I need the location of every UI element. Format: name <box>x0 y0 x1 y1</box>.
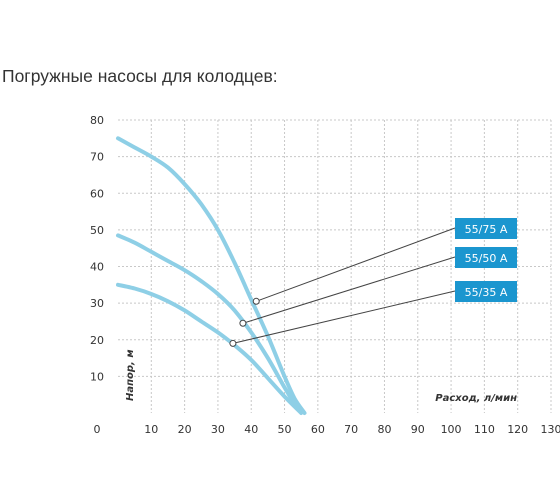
badge-label-55-50-A: 55/50 A <box>465 252 508 265</box>
x-tick-label: 40 <box>244 423 258 436</box>
marker-55-35-A <box>229 339 237 347</box>
pump-curves <box>116 136 307 415</box>
y-tick-label: 10 <box>90 370 104 383</box>
page-title: Погружные насосы для колодцев: <box>2 66 278 86</box>
callouts: 55/75 A 55/50 A 55/35 A <box>229 218 517 347</box>
x-axis-label: Расход, л/мин <box>435 393 517 404</box>
x-tick-label: 70 <box>344 423 358 436</box>
leader-line-55-35-A <box>232 290 456 344</box>
badge-55-75-A <box>455 218 517 239</box>
x-tick-label: 130 <box>541 423 560 436</box>
y-tick-label: 50 <box>90 224 104 237</box>
tick-labels: 0 10 20 30 40 50 60 70 80 90 100 110 120 130 10 20 30 40 5… <box>90 114 560 436</box>
y-tick-label: 60 <box>90 187 104 200</box>
marker-55-50-A <box>239 319 247 327</box>
x-tick-label: 100 <box>441 423 462 436</box>
curve-55-75-A <box>116 136 307 415</box>
x-tick-label: 0 <box>94 423 101 436</box>
y-tick-label: 20 <box>90 334 104 347</box>
x-tick-label: 110 <box>474 423 495 436</box>
curve-55-35-A <box>116 282 304 415</box>
y-tick-label: 30 <box>90 297 104 310</box>
marker-55-75-A <box>252 297 260 305</box>
y-tick-label: 70 <box>90 151 104 164</box>
curve-55-50-A <box>116 233 300 412</box>
x-tick-label: 90 <box>411 423 425 436</box>
y-tick-label: 40 <box>90 261 104 274</box>
x-tick-label: 120 <box>507 423 528 436</box>
badge-label-55-75-A: 55/75 A <box>465 223 508 236</box>
x-tick-label: 80 <box>377 423 391 436</box>
badge-label-55-35-A: 55/35 A <box>465 286 508 299</box>
grid <box>118 119 552 413</box>
x-tick-label: 60 <box>311 423 325 436</box>
badge-55-50-A <box>455 247 517 268</box>
x-tick-label: 10 <box>144 423 158 436</box>
leader-line-55-50-A <box>242 256 456 324</box>
leader-line-55-75-A <box>256 227 456 302</box>
x-tick-label: 50 <box>278 423 292 436</box>
y-tick-label: 80 <box>90 114 104 127</box>
x-tick-label: 20 <box>178 423 192 436</box>
y-axis-label: Напор, м <box>125 349 136 401</box>
x-tick-label: 30 <box>211 423 225 436</box>
badge-55-35-A <box>455 281 517 302</box>
